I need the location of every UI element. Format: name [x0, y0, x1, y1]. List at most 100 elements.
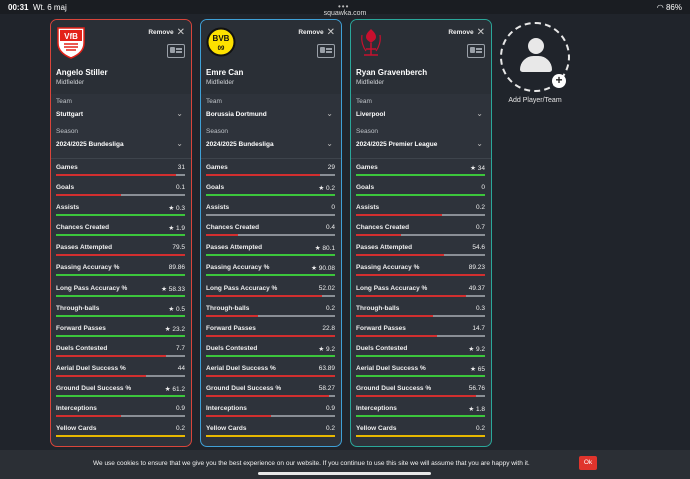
stat-number: 0.2 [325, 185, 335, 193]
star-icon: ★ [168, 305, 176, 313]
stat-bar [206, 214, 335, 217]
chevron-down-icon[interactable]: ⌄ [326, 139, 333, 148]
stat-label: Aerial Duel Success % [56, 364, 126, 372]
team-select[interactable]: Team Liverpool ⌄ [351, 94, 491, 124]
stat-value: 44 [178, 365, 185, 372]
stat-number: 29 [327, 164, 335, 171]
remove-button[interactable]: Remove ✕ [148, 27, 185, 38]
team-select[interactable]: Team Borussia Dortmund ⌄ [201, 94, 341, 124]
stat-number: 0.7 [475, 224, 485, 232]
stat-row: Yellow Cards 0.2 [55, 420, 187, 440]
stat-bar [206, 194, 335, 197]
stat-label: Passes Attempted [56, 244, 113, 252]
chevron-down-icon[interactable]: ⌄ [176, 109, 183, 118]
stat-label: Yellow Cards [356, 425, 397, 433]
season-select[interactable]: Season 2024/2025 Bundesliga ⌄ [51, 124, 191, 154]
add-player-button[interactable]: + [500, 22, 570, 92]
stat-label: Forward Passes [206, 324, 256, 332]
stat-bar-fill [206, 274, 335, 277]
stat-row: Goals 0 [355, 179, 487, 199]
id-card-icon[interactable] [317, 44, 335, 58]
user-head-icon [528, 38, 544, 54]
close-icon[interactable]: ✕ [476, 27, 485, 38]
chevron-down-icon[interactable]: ⌄ [476, 109, 483, 118]
more-dots-icon[interactable]: ••• [338, 2, 350, 11]
home-indicator[interactable] [258, 472, 431, 475]
chevron-down-icon[interactable]: ⌄ [476, 139, 483, 148]
stat-number: 9.2 [475, 345, 485, 353]
close-icon[interactable]: ✕ [176, 27, 185, 38]
stat-value: 22.8 [322, 325, 335, 332]
player-name: Ryan Gravenberch [356, 68, 428, 77]
close-icon[interactable]: ✕ [326, 27, 335, 38]
stat-value: 7.7 [176, 345, 185, 352]
card-header: VfB Remove ✕ Angelo Stiller Midfielder [51, 20, 191, 94]
divider [51, 158, 191, 159]
stat-value: 0.2 [326, 425, 335, 432]
stat-number: 65 [477, 365, 485, 373]
stat-bar-fill [56, 194, 121, 197]
stat-bar [356, 274, 485, 277]
stat-value: 0.2 [476, 425, 485, 432]
id-card-icon[interactable] [167, 44, 185, 58]
team-select[interactable]: Team Stuttgart ⌄ [51, 94, 191, 124]
stat-label: Ground Duel Success % [206, 385, 282, 393]
season-label: Season [206, 128, 229, 135]
add-player-label: Add Player/Team [508, 97, 562, 104]
stat-bar [356, 374, 485, 377]
plus-icon[interactable]: + [552, 74, 566, 88]
season-select[interactable]: Season 2024/2025 Bundesliga ⌄ [201, 124, 341, 154]
stat-row: Chances Created ★ 1.9 [55, 219, 187, 239]
remove-button[interactable]: Remove ✕ [448, 27, 485, 38]
stat-row: Through-balls 0.3 [355, 300, 487, 320]
stat-bar-fill [56, 354, 166, 357]
stat-bar-fill [56, 214, 185, 217]
stat-number: 61.2 [172, 386, 185, 394]
stat-value: ★ 90.08 [311, 264, 335, 272]
stat-row: Aerial Duel Success % 44 [55, 360, 187, 380]
star-icon: ★ [470, 165, 478, 172]
bvb-crest-icon: BVB 09 [206, 27, 236, 57]
cookie-message: We use cookies to ensure that we give yo… [93, 460, 530, 467]
stat-number: 89.23 [468, 264, 485, 272]
cookie-banner: We use cookies to ensure that we give yo… [0, 450, 690, 479]
battery-percent: 86% [665, 3, 682, 12]
chevron-down-icon[interactable]: ⌄ [176, 139, 183, 148]
stat-value: 0 [331, 204, 335, 211]
stats-list: Games 31 Goals 0.1 Assists ★ 0.3 Chances Creat… [51, 159, 191, 440]
stat-bar-fill [356, 374, 485, 377]
stat-number: 22.8 [322, 324, 335, 332]
stat-bar-fill [356, 234, 402, 237]
stat-bar [206, 374, 335, 377]
stats-list: Games ★ 34 Goals 0 Assists 0.2 Chances Created… [351, 159, 491, 440]
stat-bar-fill [56, 254, 185, 257]
stat-bar-fill [356, 334, 438, 337]
stat-number: 56.76 [468, 385, 485, 393]
remove-button[interactable]: Remove ✕ [298, 27, 335, 38]
stat-value: ★ 0.5 [168, 305, 185, 313]
player-position: Midfielder [56, 79, 85, 86]
stat-bar-fill [206, 314, 258, 317]
stat-number: 44 [177, 364, 185, 372]
chevron-down-icon[interactable]: ⌄ [326, 109, 333, 118]
player-position: Midfielder [356, 79, 385, 86]
stat-row: Assists 0.2 [355, 199, 487, 219]
stat-bar [56, 214, 185, 217]
stat-bar [206, 274, 335, 277]
team-label: Team [206, 98, 222, 105]
stat-bar [356, 194, 485, 197]
url-bar[interactable]: squawka.com [323, 10, 367, 17]
stat-row: Interceptions 0.9 [205, 400, 337, 420]
stat-value: 0.9 [176, 405, 185, 412]
stat-value: ★ 65 [470, 365, 485, 373]
stat-bar-fill [206, 334, 335, 337]
stat-label: Games [206, 164, 228, 171]
stat-number: 0.2 [475, 425, 485, 433]
stat-label: Long Pass Accuracy % [206, 284, 278, 292]
stat-value: 29 [328, 164, 335, 171]
stat-bar [356, 314, 485, 317]
season-select[interactable]: Season 2024/2025 Premier League ⌄ [351, 124, 491, 154]
id-card-icon[interactable] [467, 44, 485, 58]
team-value: Borussia Dortmund [206, 111, 267, 118]
cookie-ok-button[interactable]: Ok [579, 456, 597, 470]
